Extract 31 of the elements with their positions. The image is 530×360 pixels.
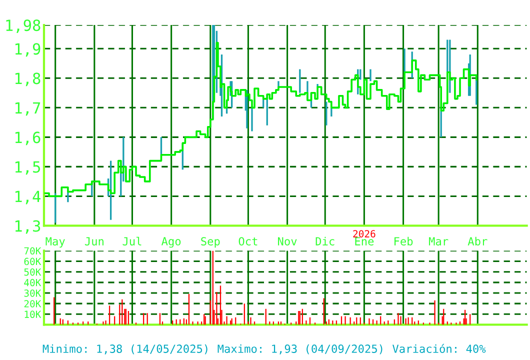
y-tick-label: 20K [24, 300, 42, 308]
y-tick-label: 70K [24, 247, 42, 255]
y-tick-label: 10K [24, 310, 42, 318]
x-tick-label: Dic [316, 236, 334, 246]
x-tick-label: Jul [122, 236, 142, 246]
y-tick-label: 1,3 [15, 220, 40, 234]
y-tick-label: 1,6 [15, 132, 40, 146]
y-tick-label: 30K [24, 290, 42, 297]
x-tick-label: Ene [355, 237, 374, 246]
x-tick-label: Nov [278, 237, 297, 246]
x-tick-label: Sep [201, 237, 220, 248]
y-tick-label: 50K [24, 268, 42, 276]
y-tick-label: 60K [24, 258, 42, 266]
text: Maximo: 1,93 (04/09/2025) [218, 344, 382, 354]
y-tick-label: 1,4 [15, 190, 40, 204]
y-tick-label: 1,9 [15, 43, 40, 57]
x-tick-label: Oct [238, 237, 258, 246]
y-tick-label: 1,8 [15, 72, 40, 86]
x-tick-label: Mar [429, 237, 448, 246]
y-tick-label: 1,98 [6, 20, 40, 34]
x-tick-label: Jun [84, 237, 104, 246]
y-tick-label: 1,7 [15, 102, 40, 116]
text: Variación: 40% [392, 344, 486, 353]
x-tick-label: May [46, 237, 65, 248]
text: 2026 [353, 230, 376, 238]
x-tick-label: Abr [468, 236, 488, 246]
x-tick-label: Feb [394, 236, 413, 246]
x-tick-label: Ago [161, 237, 181, 248]
text: Minimo: 1,38 (14/05/2025) [42, 344, 208, 354]
y-tick-label: 40K [24, 278, 42, 286]
y-tick-label: 1,5 [15, 161, 40, 175]
